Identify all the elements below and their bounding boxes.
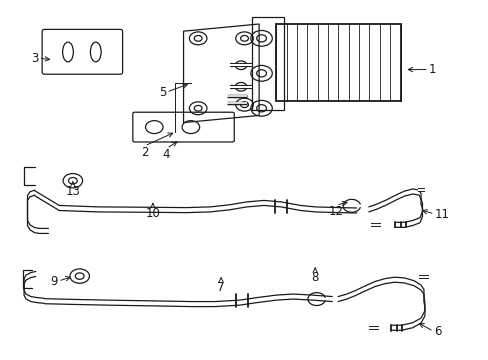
Text: 12: 12 [328, 205, 343, 218]
Text: 9: 9 [51, 275, 58, 288]
Text: 10: 10 [145, 207, 160, 220]
Text: 11: 11 [434, 208, 449, 221]
Text: 1: 1 [428, 63, 435, 76]
Text: 6: 6 [433, 325, 440, 338]
Text: 13: 13 [65, 185, 80, 198]
Bar [251, 17, 283, 110]
Text: 7: 7 [217, 281, 224, 294]
Text: 4: 4 [163, 148, 170, 161]
Text: 5: 5 [159, 86, 166, 99]
Text: 2: 2 [141, 146, 148, 159]
Bar [276, 24, 400, 101]
Text: 3: 3 [31, 51, 39, 64]
Text: 8: 8 [311, 271, 318, 284]
